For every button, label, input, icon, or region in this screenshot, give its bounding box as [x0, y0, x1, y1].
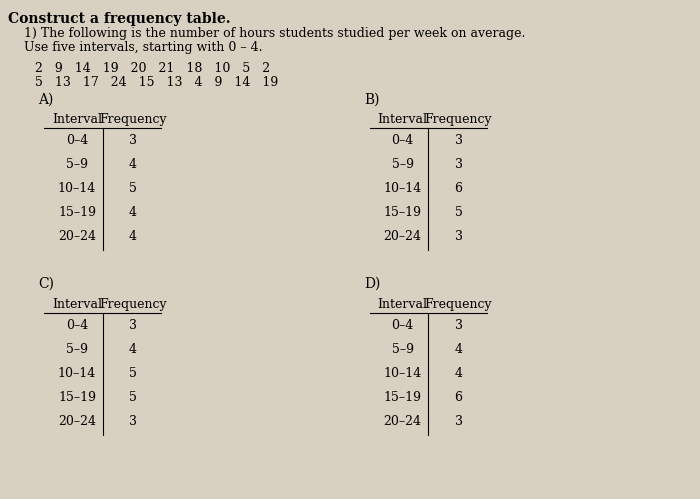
Text: 5: 5 — [129, 391, 137, 404]
Text: 0–4: 0–4 — [66, 319, 88, 332]
Text: 4: 4 — [454, 343, 463, 356]
Text: 1) The following is the number of hours students studied per week on average.: 1) The following is the number of hours … — [8, 27, 526, 40]
Text: 5: 5 — [129, 367, 137, 380]
Text: 20–24: 20–24 — [384, 415, 421, 428]
Text: 5–9: 5–9 — [391, 343, 414, 356]
Text: Interval: Interval — [52, 298, 102, 311]
Text: 20–24: 20–24 — [58, 230, 96, 243]
Text: 3: 3 — [454, 230, 463, 243]
Text: 20–24: 20–24 — [58, 415, 96, 428]
Text: 4: 4 — [129, 230, 137, 243]
Text: Interval: Interval — [377, 298, 428, 311]
Text: 5   13   17   24   15   13   4   9   14   19: 5 13 17 24 15 13 4 9 14 19 — [27, 76, 278, 89]
Text: Interval: Interval — [52, 113, 102, 126]
Text: 15–19: 15–19 — [384, 391, 421, 404]
Text: 3: 3 — [454, 319, 463, 332]
Text: 0–4: 0–4 — [391, 134, 414, 147]
Text: Use five intervals, starting with 0 – 4.: Use five intervals, starting with 0 – 4. — [8, 41, 263, 54]
Text: B): B) — [364, 92, 379, 106]
Text: 15–19: 15–19 — [384, 206, 421, 219]
Text: 6: 6 — [454, 391, 463, 404]
Text: 3: 3 — [454, 134, 463, 147]
Text: 3: 3 — [129, 134, 137, 147]
Text: 3: 3 — [454, 158, 463, 171]
Text: 6: 6 — [454, 182, 463, 195]
Text: 10–14: 10–14 — [384, 367, 421, 380]
Text: 10–14: 10–14 — [384, 182, 421, 195]
Text: 3: 3 — [129, 319, 137, 332]
Text: 15–19: 15–19 — [58, 206, 96, 219]
Text: 15–19: 15–19 — [58, 391, 96, 404]
Text: 4: 4 — [129, 343, 137, 356]
Text: C): C) — [38, 277, 55, 291]
Text: 5–9: 5–9 — [66, 343, 88, 356]
Text: 20–24: 20–24 — [384, 230, 421, 243]
Text: 10–14: 10–14 — [58, 182, 96, 195]
Text: 3: 3 — [129, 415, 137, 428]
Text: 0–4: 0–4 — [391, 319, 414, 332]
Text: 5–9: 5–9 — [391, 158, 414, 171]
Text: 2   9   14   19   20   21   18   10   5   2: 2 9 14 19 20 21 18 10 5 2 — [27, 62, 270, 75]
Text: D): D) — [364, 277, 380, 291]
Text: 4: 4 — [129, 158, 137, 171]
Text: Frequency: Frequency — [99, 298, 167, 311]
Text: Frequency: Frequency — [99, 113, 167, 126]
Text: Frequency: Frequency — [425, 298, 492, 311]
Text: 10–14: 10–14 — [58, 367, 96, 380]
Text: Interval: Interval — [377, 113, 428, 126]
Text: 5–9: 5–9 — [66, 158, 88, 171]
Text: 0–4: 0–4 — [66, 134, 88, 147]
Text: Frequency: Frequency — [425, 113, 492, 126]
Text: Construct a frequency table.: Construct a frequency table. — [8, 12, 231, 26]
Text: 3: 3 — [454, 415, 463, 428]
Text: 5: 5 — [454, 206, 463, 219]
Text: A): A) — [38, 92, 54, 106]
Text: 4: 4 — [454, 367, 463, 380]
Text: 4: 4 — [129, 206, 137, 219]
Text: 5: 5 — [129, 182, 137, 195]
